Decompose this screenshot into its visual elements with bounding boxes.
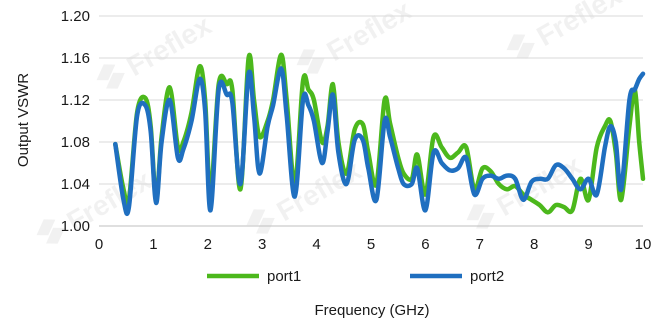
legend-label-port2: port2 — [470, 268, 504, 285]
x-axis-title: Frequency (GHz) — [314, 302, 429, 319]
x-tick-label: 2 — [204, 236, 212, 253]
x-tick-label: 10 — [635, 236, 652, 253]
watermark-icon — [296, 49, 325, 74]
x-tick-label: 0 — [95, 236, 103, 253]
watermark-icon — [246, 209, 275, 234]
series-layer — [113, 52, 646, 216]
watermark-icon — [466, 204, 495, 229]
y-tick-label: 1.04 — [61, 176, 90, 193]
x-tick-label: 1 — [149, 236, 157, 253]
y-tick-label: 1.00 — [61, 218, 90, 235]
legend: port1 port2 — [207, 268, 504, 285]
x-tick-label: 9 — [584, 236, 592, 253]
y-tick-label: 1.08 — [61, 134, 90, 151]
x-tick-label: 6 — [421, 236, 429, 253]
x-tick-label: 7 — [476, 236, 484, 253]
legend-label-port1: port1 — [267, 268, 301, 285]
watermark-icon — [96, 64, 125, 89]
series-line-port1 — [113, 52, 646, 215]
x-tick-label: 3 — [258, 236, 266, 253]
watermark-icon — [506, 34, 535, 59]
x-tick-label: 4 — [312, 236, 320, 253]
x-tick-label: 8 — [530, 236, 538, 253]
y-tick-label: 1.20 — [61, 8, 90, 25]
y-axis-title: Output VSWR — [15, 73, 32, 167]
watermark-logo: Freflex — [296, 0, 417, 74]
watermark-text: Freflex — [322, 0, 417, 67]
watermark-text: Freflex — [532, 0, 627, 52]
watermark-logo: Freflex — [506, 0, 627, 59]
axis-layer: 1.00 1.04 1.08 1.12 1.16 1.20 0 1 2 3 4 5 6 7 8 9 10 — [61, 8, 652, 253]
x-tick-label: 5 — [367, 236, 375, 253]
series-line-port2 — [113, 66, 646, 216]
y-tick-label: 1.12 — [61, 92, 90, 109]
y-tick-label: 1.16 — [61, 50, 90, 67]
watermark-icon — [36, 219, 65, 244]
